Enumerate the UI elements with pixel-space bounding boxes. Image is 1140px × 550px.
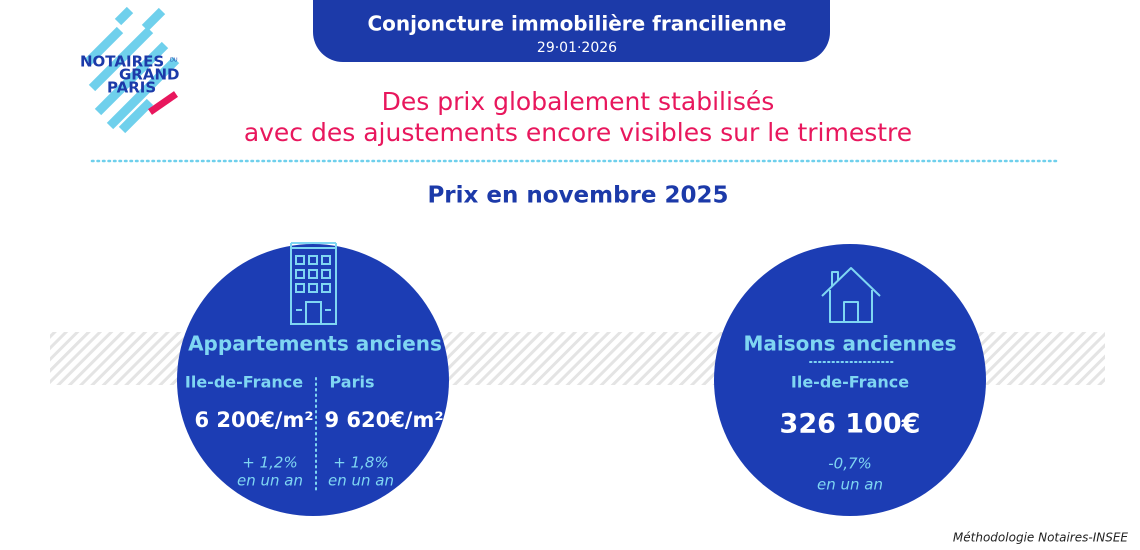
region: Ile-de-France (791, 373, 909, 392)
price: 6 200€/m² (194, 408, 313, 432)
header-date: 29·01·2026 (537, 40, 617, 56)
change: + 1,8% (333, 454, 388, 472)
logo-text: NOTAIRES (80, 53, 164, 71)
apartments-circle (177, 244, 449, 516)
price: 326 100€ (780, 409, 921, 440)
logo-text: GRAND (119, 66, 179, 84)
logo-text: PARIS (107, 79, 156, 97)
logo: NOTAIRES DU GRAND PARIS (80, 6, 179, 134)
headline: Des prix globalement stabilisés (382, 87, 775, 116)
region: Paris (330, 373, 375, 392)
period: en un an (237, 472, 303, 490)
region: Ile-de-France (185, 373, 303, 392)
price: 9 620€/m² (324, 408, 443, 432)
footer: Méthodologie Notaires-INSEE (953, 531, 1128, 545)
house-icon (821, 267, 881, 323)
header-title: Conjoncture immobilière francilienne (368, 12, 787, 36)
period: en un an (817, 476, 883, 494)
logo-text: DU (170, 58, 178, 64)
apartments-title: Appartements anciens (188, 332, 442, 356)
section-title: Prix en novembre 2025 (427, 183, 728, 209)
building-icon (290, 242, 337, 325)
period: en un an (328, 472, 394, 490)
change: -0,7% (828, 455, 872, 473)
houses-circle (714, 244, 986, 516)
houses-title: Maisons anciennes (744, 332, 957, 356)
change: + 1,2% (242, 454, 297, 472)
headline: avec des ajustements encore visibles sur… (244, 118, 912, 147)
header-banner (313, 0, 830, 62)
